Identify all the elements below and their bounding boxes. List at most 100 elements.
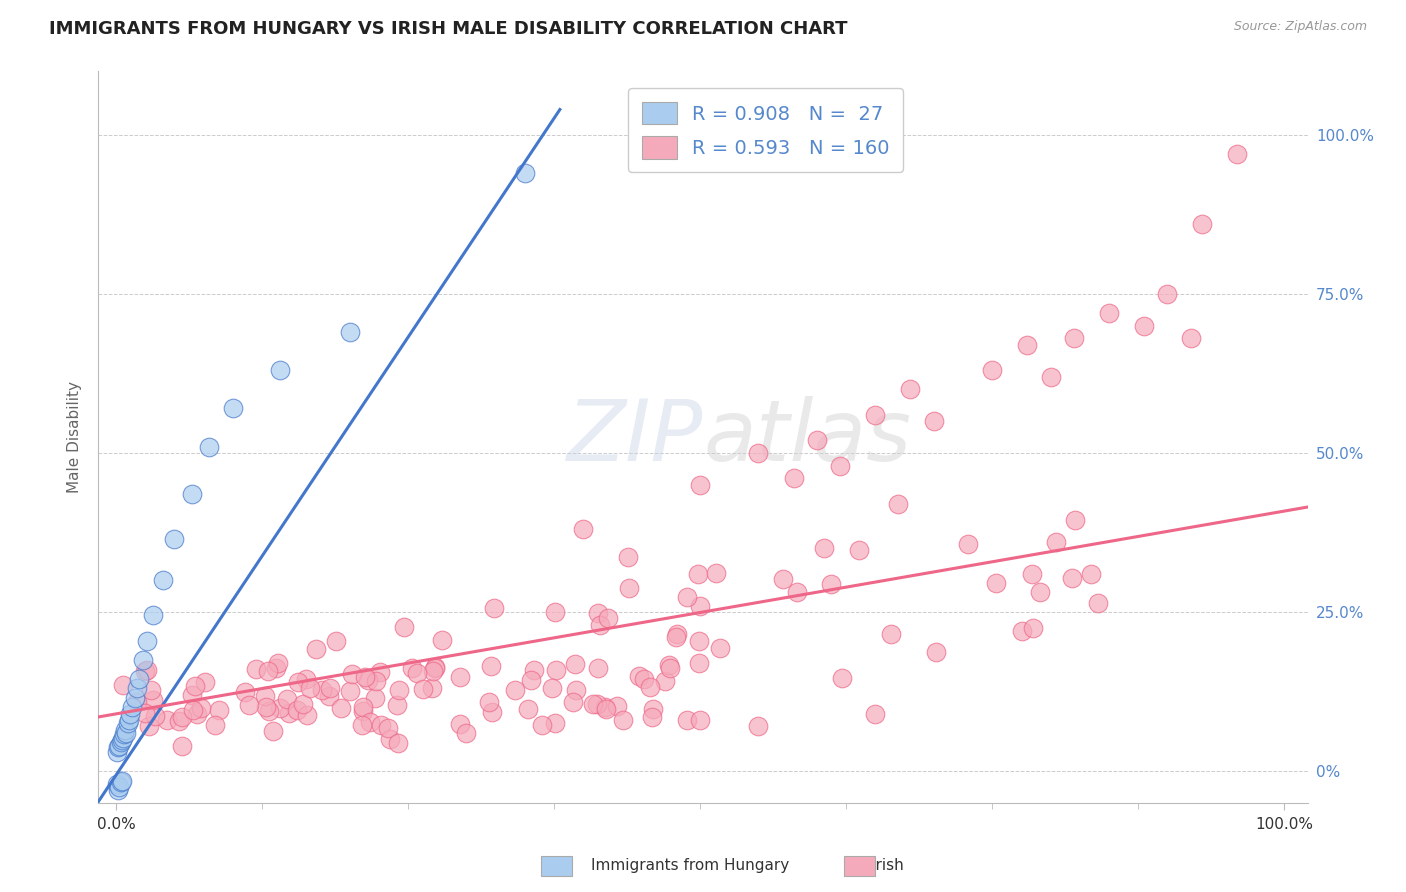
Point: [782, 471, 804, 485]
Point: [269, 701, 291, 715]
Point: [709, 640, 731, 655]
Point: [1021, 566, 1043, 581]
Point: [401, 661, 423, 675]
Point: [170, 739, 193, 753]
Point: [112, 727, 135, 741]
Point: [370, 718, 392, 732]
Point: [170, 710, 193, 724]
Point: [593, 699, 616, 714]
Point: [352, 700, 374, 714]
Point: [572, 522, 595, 536]
Point: [253, 690, 276, 704]
Point: [267, 657, 290, 671]
Point: [479, 659, 502, 673]
Point: [387, 736, 409, 750]
Point: [1133, 318, 1156, 333]
Point: [612, 713, 634, 727]
Point: [105, 745, 128, 759]
Point: [659, 661, 682, 675]
Point: [658, 657, 681, 672]
Point: [898, 383, 921, 397]
Point: [278, 706, 301, 720]
Point: [368, 665, 391, 679]
Point: [420, 681, 443, 696]
Point: [125, 681, 148, 696]
Point: [1045, 535, 1067, 549]
Point: [585, 697, 607, 711]
Text: Source: ZipAtlas.com: Source: ZipAtlas.com: [1233, 20, 1367, 33]
Point: [190, 700, 212, 714]
Point: [513, 166, 536, 180]
Point: [546, 663, 568, 677]
Point: [831, 671, 853, 685]
Point: [125, 694, 148, 708]
Point: [595, 702, 617, 716]
Point: [422, 664, 444, 678]
Point: [295, 672, 318, 686]
Point: [352, 704, 374, 718]
Point: [121, 700, 143, 714]
Point: [1011, 624, 1033, 638]
Point: [194, 674, 217, 689]
Point: [1156, 287, 1178, 301]
Point: [689, 477, 711, 491]
Point: [325, 633, 347, 648]
Point: [350, 717, 373, 731]
Point: [481, 705, 503, 719]
Point: [981, 363, 1004, 377]
Point: [380, 731, 402, 746]
Point: [887, 497, 910, 511]
Point: [359, 715, 381, 730]
Point: [588, 661, 610, 675]
Point: [541, 681, 564, 695]
Point: [820, 576, 842, 591]
Point: [111, 773, 134, 788]
Text: IMMIGRANTS FROM HUNGARY VS IRISH MALE DISABILITY CORRELATION CHART: IMMIGRANTS FROM HUNGARY VS IRISH MALE DI…: [49, 20, 848, 37]
Point: [139, 682, 162, 697]
Point: [425, 660, 447, 674]
Point: [432, 632, 454, 647]
Point: [339, 683, 361, 698]
Point: [311, 683, 333, 698]
Point: [676, 590, 699, 604]
Point: [342, 666, 364, 681]
Point: [134, 665, 156, 679]
Point: [1039, 369, 1062, 384]
Point: [412, 681, 434, 696]
Point: [482, 601, 505, 615]
Point: [128, 672, 150, 686]
Point: [118, 713, 141, 727]
Point: [108, 780, 131, 794]
Point: [142, 692, 165, 706]
Point: [186, 706, 208, 721]
Point: [1029, 585, 1052, 599]
Point: [449, 670, 471, 684]
Point: [606, 698, 628, 713]
Point: [295, 708, 318, 723]
Point: [675, 713, 697, 727]
Point: [245, 662, 267, 676]
Point: [627, 669, 650, 683]
Point: [222, 401, 245, 416]
Point: [180, 487, 202, 501]
Point: [142, 608, 165, 623]
Point: [114, 723, 136, 737]
Point: [180, 688, 202, 702]
Point: [654, 673, 676, 688]
Point: [366, 673, 388, 688]
Point: [565, 683, 588, 698]
Point: [616, 550, 638, 565]
Point: [688, 567, 710, 582]
Point: [523, 663, 546, 677]
Legend: R = 0.908   N =  27, R = 0.593   N = 160: R = 0.908 N = 27, R = 0.593 N = 160: [628, 88, 904, 172]
Point: [276, 692, 298, 706]
Point: [264, 661, 287, 675]
Point: [633, 672, 655, 686]
Point: [318, 689, 340, 703]
Point: [806, 434, 828, 448]
Point: [262, 724, 284, 739]
Point: [132, 653, 155, 667]
Point: [638, 680, 661, 694]
Point: [588, 606, 610, 620]
Point: [640, 710, 662, 724]
